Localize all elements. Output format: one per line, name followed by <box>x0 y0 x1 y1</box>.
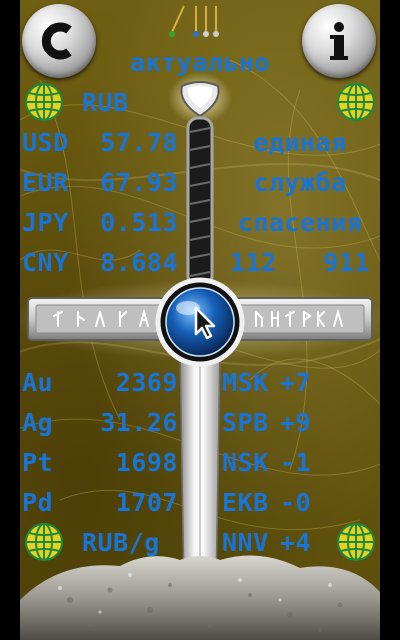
emergency-number-911[interactable]: 911 <box>323 248 370 277</box>
tz-offset-nnv: +4 <box>280 528 312 557</box>
tz-offset-ekb: -0 <box>280 488 312 517</box>
rate-code-usd: USD <box>22 128 69 157</box>
emergency-line-3: спасения <box>237 208 363 237</box>
globe-icon <box>25 523 63 561</box>
tz-city-ekb: EKB <box>222 488 269 517</box>
antenna-decoration <box>171 5 217 33</box>
rune-engraving-right <box>255 308 343 327</box>
metal-code-pt: Pt <box>22 448 54 477</box>
emergency-line-1: единая <box>253 128 347 157</box>
base-currency: RUB <box>82 88 129 117</box>
tz-city-msk: MSK <box>222 368 269 397</box>
cursor-icon <box>194 306 216 340</box>
info-button[interactable] <box>302 4 376 78</box>
tz-offset-msk: +7 <box>280 368 312 397</box>
emergency-line-2: служба <box>253 168 347 197</box>
globe-icon <box>25 83 63 121</box>
tz-offset-nsk: -1 <box>280 448 312 477</box>
tz-offset-spb: +9 <box>280 408 312 437</box>
refresh-button[interactable] <box>22 4 96 78</box>
cursor-button[interactable] <box>178 300 222 344</box>
rate-value-eur: 67.93 <box>100 168 178 197</box>
rune-engraving-left <box>53 308 149 327</box>
right-screen-edge <box>380 0 400 640</box>
metal-value-ag: 31.26 <box>100 408 178 437</box>
globe-icon <box>337 523 375 561</box>
refresh-icon <box>41 22 72 60</box>
tz-city-nnv: NNV <box>222 528 269 557</box>
globe-icon <box>337 83 375 121</box>
rate-value-cny: 8.684 <box>100 248 178 277</box>
status-label: актуально <box>130 48 270 77</box>
emergency-number-112[interactable]: 112 <box>230 248 277 277</box>
rate-value-usd: 57.78 <box>100 128 178 157</box>
metals-unit: RUB/g <box>82 528 160 557</box>
rate-code-jpy: JPY <box>22 208 69 237</box>
metal-code-ag: Ag <box>22 408 54 437</box>
info-icon <box>330 22 348 60</box>
rate-value-jpy: 0.513 <box>100 208 178 237</box>
tz-city-spb: SPB <box>222 408 269 437</box>
rate-code-eur: EUR <box>22 168 69 197</box>
metal-value-pt: 1698 <box>115 448 178 477</box>
rate-code-cny: CNY <box>22 248 69 277</box>
metal-value-pd: 1707 <box>115 488 178 517</box>
tz-city-nsk: NSK <box>222 448 269 477</box>
metal-value-au: 2369 <box>115 368 178 397</box>
metal-code-au: Au <box>22 368 54 397</box>
left-screen-edge <box>0 0 20 640</box>
metal-code-pd: Pd <box>22 488 54 517</box>
